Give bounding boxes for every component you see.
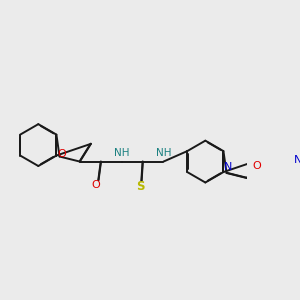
Text: N: N [294,155,300,165]
Text: NH: NH [156,148,171,158]
Text: O: O [57,149,66,159]
Text: O: O [92,180,100,190]
Text: NH: NH [114,148,129,158]
Text: S: S [136,180,144,194]
Text: N: N [224,162,232,172]
Text: O: O [252,161,261,172]
